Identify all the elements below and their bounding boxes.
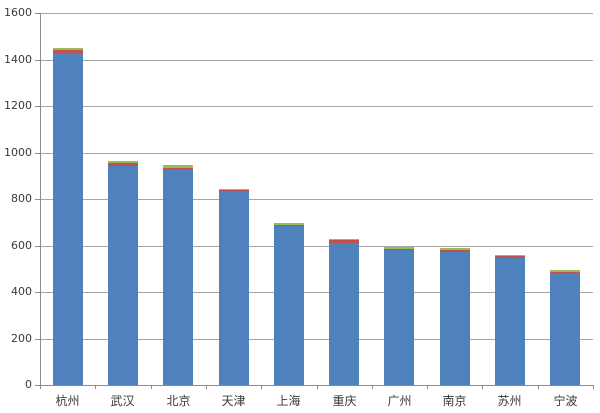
bar-segment-series-red bbox=[550, 271, 580, 273]
bar-segment-series-green bbox=[219, 188, 249, 191]
bar-segment-series-red bbox=[219, 190, 249, 192]
bar-segment-series-green bbox=[329, 238, 359, 240]
bar-segment-series-green bbox=[440, 247, 470, 250]
bar-segment-series-green bbox=[108, 161, 138, 163]
y-axis-tick bbox=[35, 339, 40, 340]
x-axis-category-label: 宁波 bbox=[553, 394, 578, 408]
y-axis-tick bbox=[35, 385, 40, 386]
bar-segment-series-green bbox=[274, 223, 304, 226]
x-axis-tick bbox=[593, 385, 594, 389]
y-axis-tick bbox=[35, 153, 40, 154]
x-axis-category-label: 南京 bbox=[442, 394, 467, 408]
x-axis-tick bbox=[482, 385, 483, 389]
bar-segment-series-red bbox=[384, 249, 414, 251]
bar-segment-series-red bbox=[163, 168, 193, 170]
y-axis-tick-label: 600 bbox=[11, 239, 32, 252]
y-gridline bbox=[40, 13, 593, 14]
x-axis-category-label: 重庆 bbox=[332, 394, 357, 408]
bar-segment-series-red bbox=[53, 50, 83, 53]
bar-segment-series-blue bbox=[274, 225, 304, 385]
x-axis-tick bbox=[372, 385, 373, 389]
bar-segment-series-green bbox=[550, 269, 580, 272]
bar-segment-series-green bbox=[384, 247, 414, 250]
bar-segment-series-blue bbox=[384, 249, 414, 385]
y-axis-tick-label: 400 bbox=[11, 285, 32, 298]
x-axis-category-label: 上海 bbox=[276, 394, 301, 408]
y-axis-tick-label: 1200 bbox=[4, 99, 32, 112]
bar-segment-series-green bbox=[163, 165, 193, 169]
bar-segment-series-blue bbox=[219, 190, 249, 385]
y-axis-tick bbox=[35, 246, 40, 247]
bar-segment-series-blue bbox=[53, 52, 83, 385]
y-gridline bbox=[40, 246, 593, 247]
y-gridline bbox=[40, 292, 593, 293]
x-axis-tick bbox=[206, 385, 207, 389]
y-axis-tick bbox=[35, 106, 40, 107]
bar-segment-series-blue bbox=[329, 242, 359, 385]
y-axis-tick-label: 1000 bbox=[4, 146, 32, 159]
y-gridline bbox=[40, 199, 593, 200]
y-axis-tick bbox=[35, 13, 40, 14]
x-axis-tick bbox=[151, 385, 152, 389]
y-axis-tick bbox=[35, 199, 40, 200]
y-gridline bbox=[40, 153, 593, 154]
x-axis-category-label: 天津 bbox=[221, 394, 246, 408]
bar-segment-series-red bbox=[495, 255, 525, 258]
y-gridline bbox=[40, 60, 593, 61]
x-axis-tick bbox=[427, 385, 428, 389]
bar-segment-series-blue bbox=[163, 168, 193, 385]
x-axis-line bbox=[40, 385, 593, 386]
x-axis-category-label: 北京 bbox=[166, 394, 191, 408]
bar-segment-series-blue bbox=[440, 251, 470, 385]
bar-segment-series-green bbox=[495, 255, 525, 257]
x-axis-tick bbox=[40, 385, 41, 389]
x-axis-tick bbox=[317, 385, 318, 389]
y-axis-line bbox=[40, 13, 41, 385]
y-axis-tick-label: 1400 bbox=[4, 53, 32, 66]
x-axis-category-label: 武汉 bbox=[110, 394, 135, 408]
x-axis-category-label: 苏州 bbox=[497, 394, 522, 408]
y-axis-tick-label: 1600 bbox=[4, 6, 32, 19]
x-axis-tick bbox=[95, 385, 96, 389]
bar-segment-series-blue bbox=[108, 165, 138, 385]
x-axis-category-label: 广州 bbox=[387, 394, 412, 408]
x-axis-tick bbox=[261, 385, 262, 389]
y-axis-tick-label: 800 bbox=[11, 192, 32, 205]
y-gridline bbox=[40, 106, 593, 107]
bar-segment-series-red bbox=[274, 225, 304, 227]
y-axis-tick-label: 200 bbox=[11, 332, 32, 345]
bar-segment-series-blue bbox=[495, 257, 525, 385]
bar-segment-series-green bbox=[53, 47, 83, 51]
bar-segment-series-blue bbox=[550, 272, 580, 385]
y-axis-tick-label: 0 bbox=[25, 378, 32, 391]
bar-segment-series-red bbox=[108, 162, 138, 166]
y-axis-tick bbox=[35, 60, 40, 61]
x-axis-tick bbox=[538, 385, 539, 389]
bar-segment-series-red bbox=[440, 249, 470, 252]
y-axis-tick bbox=[35, 292, 40, 293]
y-gridline bbox=[40, 339, 593, 340]
x-axis-category-label: 杭州 bbox=[55, 394, 80, 408]
bar-segment-series-red bbox=[329, 239, 359, 243]
